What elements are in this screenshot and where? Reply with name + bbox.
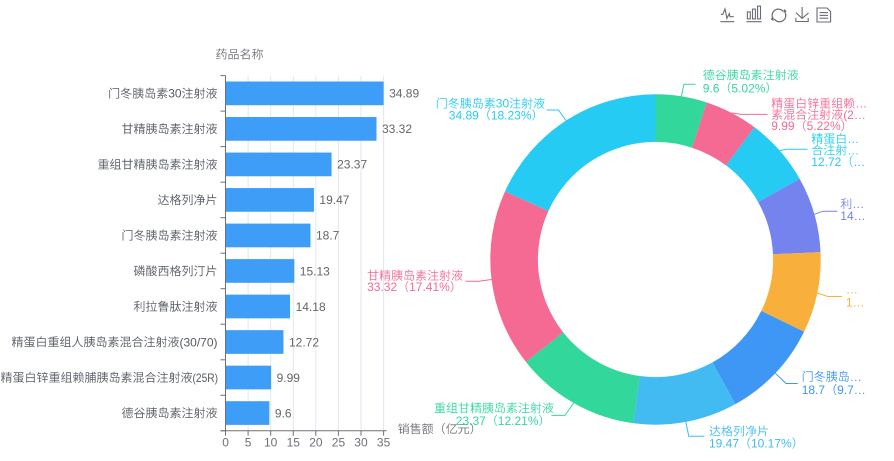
svg-text:20: 20 [309, 435, 323, 449]
svg-text:(25R): (25R) [193, 371, 219, 385]
svg-text:35: 35 [377, 435, 391, 449]
svg-text:18.7: 18.7 [316, 229, 340, 243]
svg-text:…: … [850, 370, 862, 384]
svg-text:0: 0 [222, 435, 229, 449]
svg-text:9.7…: 9.7… [837, 383, 866, 397]
svg-text:1…: 1… [846, 296, 865, 310]
svg-text:15: 15 [287, 435, 301, 449]
svg-text:9.6: 9.6 [703, 81, 720, 95]
svg-text:…: … [847, 132, 859, 146]
svg-text:9.99: 9.99 [771, 119, 795, 133]
svg-text:34.89: 34.89 [389, 87, 419, 101]
svg-text:…: … [846, 283, 858, 297]
svg-text:25: 25 [332, 435, 346, 449]
svg-text:12.72: 12.72 [811, 155, 841, 169]
svg-text:33.32: 33.32 [367, 280, 397, 294]
svg-text:5: 5 [245, 435, 252, 449]
svg-text:23.37: 23.37 [456, 414, 486, 428]
svg-text:(30/70): (30/70) [180, 335, 218, 349]
svg-text:33.32: 33.32 [382, 122, 412, 136]
svg-text:30: 30 [168, 87, 182, 101]
svg-text:30: 30 [496, 97, 510, 111]
svg-text:23.37: 23.37 [337, 158, 367, 172]
svg-text:12.21%: 12.21% [498, 414, 539, 428]
svg-text:14…: 14… [840, 209, 865, 223]
svg-text:9.99: 9.99 [277, 371, 301, 385]
svg-text:18.23%: 18.23% [491, 108, 532, 122]
svg-text:30: 30 [354, 435, 368, 449]
svg-text:19.47: 19.47 [709, 437, 739, 451]
svg-text:9.6: 9.6 [275, 406, 292, 420]
svg-text:…: … [855, 97, 867, 111]
svg-text:10.17%: 10.17% [751, 437, 792, 451]
svg-text:18.7: 18.7 [802, 383, 826, 397]
svg-text:…: … [847, 143, 859, 157]
svg-text:5.22%: 5.22% [807, 119, 841, 133]
svg-text:34.89: 34.89 [449, 108, 479, 122]
svg-text:10: 10 [264, 435, 278, 449]
svg-text:(2…: (2… [843, 108, 866, 122]
svg-text:19.47: 19.47 [319, 193, 349, 207]
svg-text:12.72: 12.72 [289, 335, 319, 349]
svg-text:15.13: 15.13 [300, 264, 330, 278]
svg-text:…: … [852, 197, 864, 211]
svg-text:14.18: 14.18 [296, 300, 326, 314]
svg-text:17.41%: 17.41% [409, 280, 450, 294]
svg-text:…: … [853, 155, 865, 169]
svg-text:5.02%: 5.02% [731, 81, 765, 95]
